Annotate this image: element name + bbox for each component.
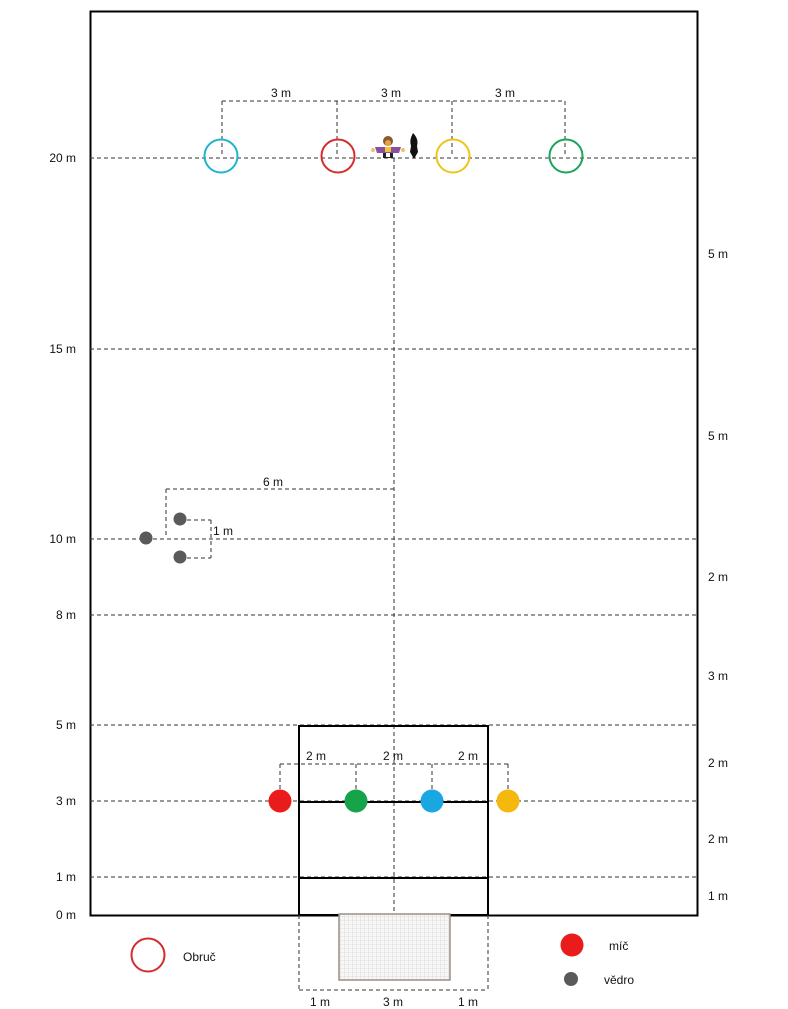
- marker-flag-icon: [410, 133, 418, 159]
- y-label-0: 0 m: [56, 908, 76, 922]
- goal-side-label: 1 m: [310, 995, 330, 1009]
- y-axis-labels: 20 m 15 m 10 m 8 m 5 m 3 m 1 m 0 m: [49, 151, 76, 922]
- y-label-5: 5 m: [56, 718, 76, 732]
- hoop-green: [548, 138, 584, 174]
- spacing-label: 3 m: [495, 86, 515, 100]
- spacing-label: 2 m: [383, 749, 403, 763]
- legend-hoop-label: Obruč: [183, 950, 216, 964]
- y-label-8: 8 m: [56, 608, 76, 622]
- goal: [338, 913, 451, 981]
- hoop-cyan: [203, 138, 239, 174]
- balls: [268, 789, 520, 813]
- hoops: [203, 138, 584, 174]
- legend: Obruč míč vědro: [130, 933, 634, 987]
- y-label-15: 15 m: [49, 342, 76, 356]
- segment-label: 1 m: [708, 889, 728, 903]
- segment-label: 2 m: [708, 832, 728, 846]
- buckets: [139, 512, 187, 564]
- right-segment-labels: 5 m 5 m 2 m 3 m 2 m 2 m 1 m: [708, 247, 728, 903]
- segment-label: 5 m: [708, 429, 728, 443]
- y-label-1: 1 m: [56, 870, 76, 884]
- spacing-label: 2 m: [458, 749, 478, 763]
- spacing-label: 3 m: [381, 86, 401, 100]
- distance-lines: [90, 157, 697, 878]
- goal-net: [338, 913, 451, 981]
- segment-label: 3 m: [708, 669, 728, 683]
- y-label-3: 3 m: [56, 794, 76, 808]
- segment-label: 2 m: [708, 756, 728, 770]
- y-label-20: 20 m: [49, 151, 76, 165]
- hoop-red: [320, 138, 356, 174]
- spacing-label: 3 m: [271, 86, 291, 100]
- ball-blue: [420, 789, 444, 813]
- bucket-offset-label: 6 m: [263, 475, 283, 489]
- spacing-label: 2 m: [306, 749, 326, 763]
- goal-dimension-lines: [298, 915, 489, 991]
- ball-yellow: [496, 789, 520, 813]
- top-dimension-bracket: [221, 100, 566, 156]
- segment-label: 2 m: [708, 570, 728, 584]
- bucket-bracket: [165, 488, 394, 559]
- legend-ball-label: míč: [609, 939, 628, 953]
- bucket: [173, 550, 187, 564]
- cone-spacing-labels: 2 m 2 m 2 m: [306, 749, 478, 763]
- legend-bucket-icon: [564, 972, 578, 986]
- segment-label: 5 m: [708, 247, 728, 261]
- hoop-yellow: [435, 138, 471, 174]
- legend-hoop-icon: [130, 937, 166, 973]
- ball-green: [344, 789, 368, 813]
- ball-red: [268, 789, 292, 813]
- legend-bucket-label: vědro: [604, 973, 634, 987]
- goal-width-label: 3 m: [383, 995, 403, 1009]
- goal-labels: 1 m 3 m 1 m: [310, 995, 478, 1009]
- y-label-10: 10 m: [49, 532, 76, 546]
- bucket: [173, 512, 187, 526]
- goal-side-label: 1 m: [458, 995, 478, 1009]
- bucket-gap-label: 1 m: [213, 524, 233, 538]
- bucket: [139, 531, 153, 545]
- coach-figure-icon: [371, 136, 405, 158]
- top-spacing-labels: 3 m 3 m 3 m: [271, 86, 515, 100]
- legend-ball-icon: [560, 933, 584, 957]
